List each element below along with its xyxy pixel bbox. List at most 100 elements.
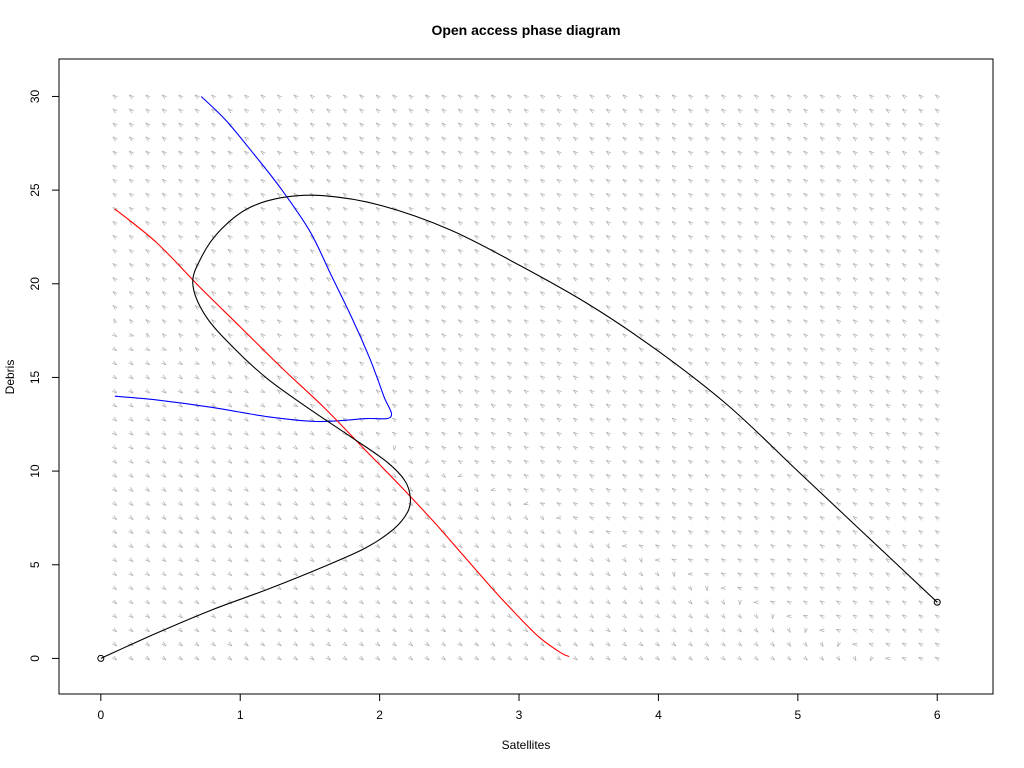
vector-field-arrow: [786, 586, 792, 591]
vector-field-arrow: [474, 305, 480, 310]
vector-field-arrow: [145, 319, 151, 324]
vector-field-arrow: [375, 585, 381, 591]
vector-field-arrow: [885, 403, 891, 409]
vector-field-arrow: [523, 445, 529, 451]
vector-field-arrow: [292, 655, 299, 661]
vector-field-arrow: [211, 164, 217, 170]
vector-field-arrow: [392, 178, 398, 184]
vector-field-arrow: [244, 263, 250, 268]
vector-field-arrow: [293, 220, 299, 226]
vector-field-arrow: [243, 655, 249, 661]
vector-field-arrow: [556, 417, 562, 423]
vector-field-arrow: [424, 234, 431, 240]
vector-field-arrow: [457, 417, 463, 423]
vector-field-arrow: [210, 501, 216, 506]
vector-field-arrow: [753, 459, 760, 465]
vector-field-arrow: [490, 108, 496, 114]
vector-field-arrow: [655, 431, 661, 437]
vector-field-arrow: [128, 234, 134, 240]
vector-field-arrow: [507, 263, 513, 268]
vector-field-arrow: [918, 459, 924, 465]
vector-field-arrow: [556, 473, 562, 479]
vector-field-arrow: [918, 263, 924, 268]
vector-field-arrow: [128, 192, 134, 198]
vector-field-arrow: [655, 136, 661, 142]
vector-field-arrow: [819, 361, 825, 367]
vector-field-arrow: [441, 641, 447, 647]
vector-field-arrow: [539, 655, 545, 661]
y-tick-label: 20: [28, 277, 42, 291]
vector-field-arrow: [326, 150, 332, 156]
vector-field-arrow: [852, 614, 858, 619]
vector-field-arrow: [194, 487, 200, 492]
vector-field-arrow: [770, 389, 776, 395]
vector-field-arrow: [572, 473, 579, 479]
vector-field-arrow: [227, 234, 233, 240]
vector-field-arrow: [605, 94, 611, 100]
vector-field-arrow: [128, 416, 134, 422]
vector-field-arrow: [688, 389, 694, 395]
vector-field-arrow: [326, 263, 332, 268]
vector-field-arrow: [424, 220, 431, 226]
vector-field-arrow: [177, 388, 183, 394]
vector-field-arrow: [441, 515, 447, 520]
vector-field-arrow: [869, 473, 875, 479]
vector-field-arrow: [819, 628, 825, 633]
vector-field-arrow: [539, 502, 546, 507]
vector-field-arrow: [688, 361, 694, 367]
vector-field-arrow: [441, 599, 447, 605]
vector-field-arrow: [260, 206, 266, 212]
vector-field-arrow: [753, 515, 760, 521]
vector-field-arrow: [210, 599, 216, 605]
vector-field-arrow: [540, 263, 546, 268]
vector-field-arrow: [342, 627, 348, 633]
vector-field-arrow: [918, 642, 924, 647]
vector-field-arrow: [638, 164, 644, 170]
vector-field-arrow: [770, 544, 776, 549]
vector-field-arrow: [572, 403, 579, 409]
vector-field-arrow: [540, 431, 546, 437]
vector-field-arrow: [852, 277, 858, 282]
vector-field-arrow: [654, 599, 660, 605]
vector-field-arrow: [507, 417, 513, 423]
vector-field-arrow: [210, 444, 216, 450]
vector-field-arrow: [260, 333, 266, 339]
vector-field-arrow: [177, 529, 183, 534]
vector-field-arrow: [835, 629, 842, 633]
vector-field-arrow: [260, 248, 266, 254]
vector-field-arrow: [490, 347, 496, 353]
vector-field-arrow: [786, 501, 792, 507]
vector-field-arrow: [901, 277, 908, 282]
vector-field-arrow: [737, 291, 743, 296]
vector-field-arrow: [276, 94, 282, 100]
vector-field-arrow: [688, 94, 694, 100]
vector-field-arrow: [589, 417, 595, 423]
vector-field-arrow: [819, 641, 824, 647]
vector-field-arrow: [276, 459, 282, 464]
vector-field-arrow: [671, 445, 677, 451]
vector-field-arrow: [704, 108, 710, 114]
vector-field-arrow: [770, 122, 776, 128]
vector-field-arrow: [918, 501, 924, 507]
vector-field-arrow: [704, 263, 710, 268]
vector-field-arrow: [260, 655, 266, 661]
vector-field-arrow: [359, 389, 365, 395]
vector-field-arrow: [392, 347, 398, 353]
vector-field-arrow: [194, 374, 200, 380]
vector-field-arrow: [145, 178, 151, 184]
vector-field-arrow: [227, 333, 233, 339]
vector-field-arrow: [227, 164, 233, 170]
vector-field-arrow: [293, 375, 299, 381]
vector-field-arrow: [671, 530, 677, 535]
vector-field-arrow: [572, 220, 579, 226]
vector-field-arrow: [819, 136, 825, 142]
vector-field-arrow: [243, 388, 249, 394]
vector-field-arrow: [704, 473, 710, 479]
vector-field-arrow: [309, 375, 315, 381]
vector-field-arrow: [836, 375, 842, 381]
vector-field-arrow: [721, 403, 727, 409]
vector-field-arrow: [638, 108, 644, 114]
vector-field-arrow: [507, 220, 513, 226]
vector-field-arrow: [325, 557, 331, 563]
